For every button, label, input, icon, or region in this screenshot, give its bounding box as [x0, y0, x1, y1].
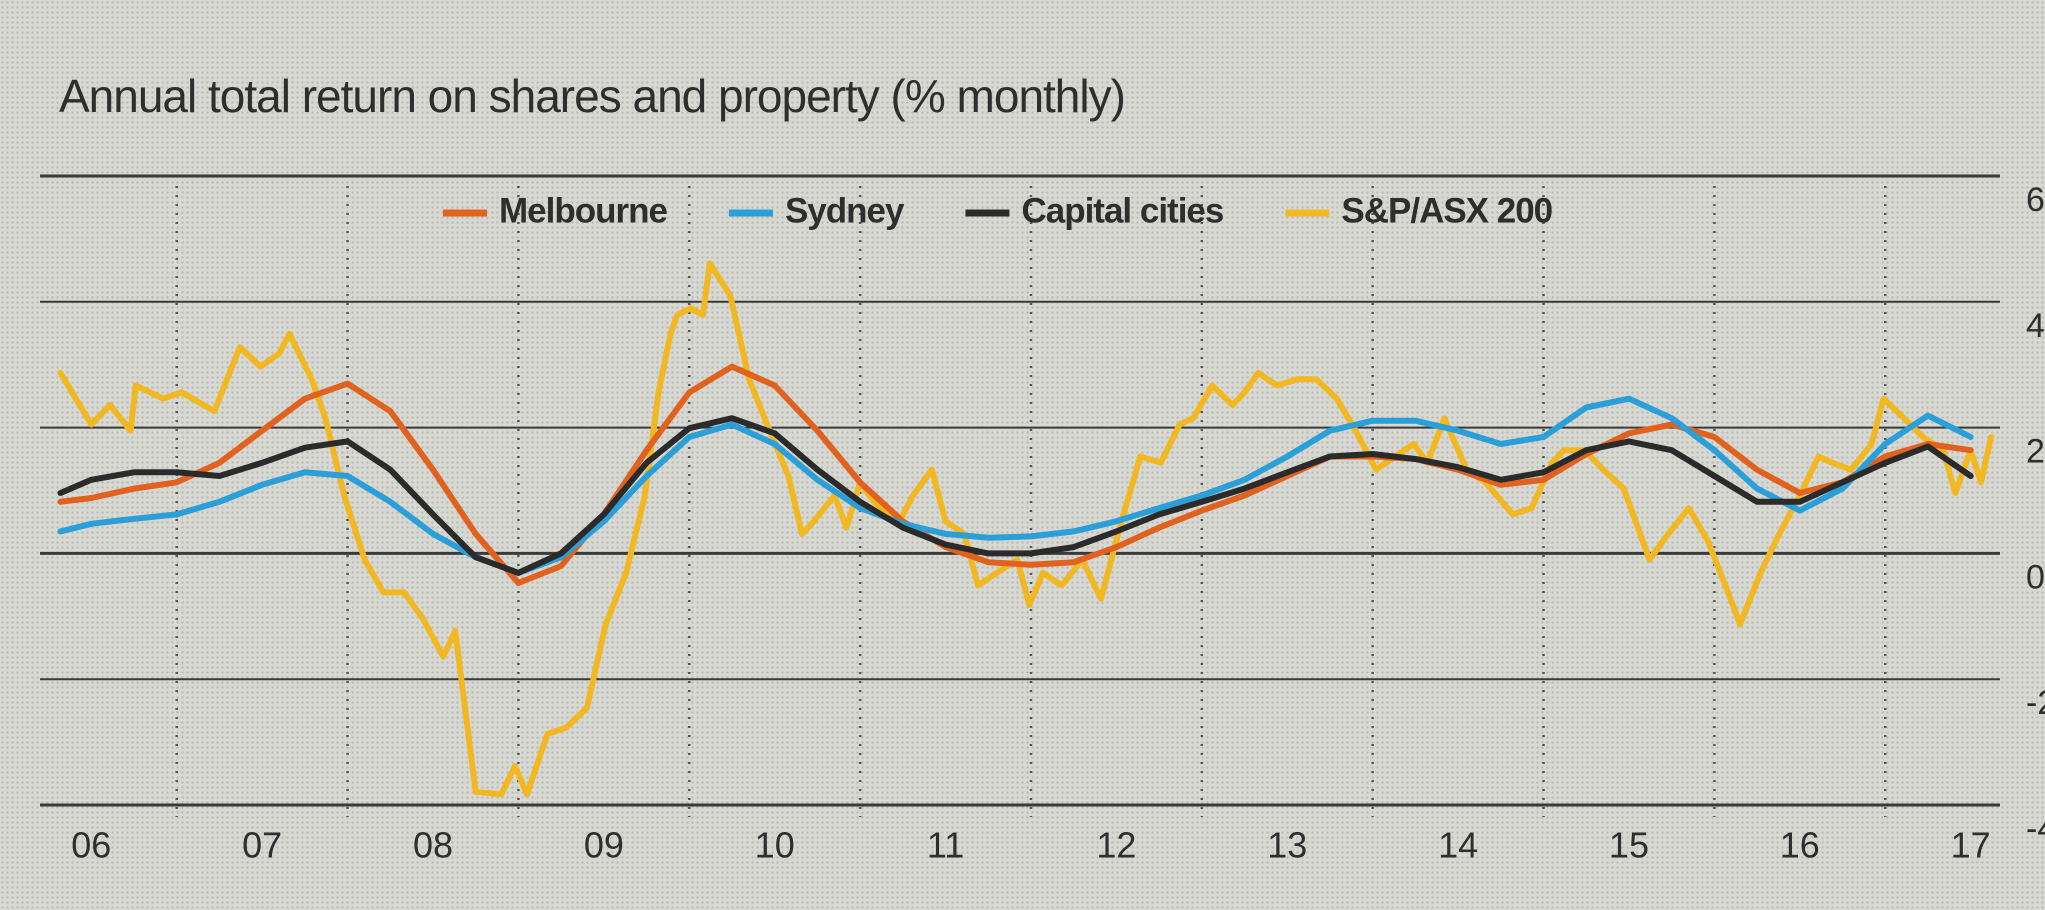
legend-label: Capital cities [1021, 191, 1223, 230]
y-tick-label: 20 [2026, 433, 2045, 471]
legend: Melbourne Sydney Capital cities S&P/ASX 200 [443, 191, 1554, 230]
data-line [57, 260, 1995, 798]
legend-label: S&P/ASX 200 [1341, 191, 1552, 230]
chart-title: Annual total return on shares and proper… [59, 70, 1125, 122]
x-tick-label: 07 [242, 825, 282, 866]
x-tick-label: 17 [1951, 825, 1991, 866]
y-tick-label: 40 [2026, 307, 2045, 345]
x-tick-label: 15 [1609, 825, 1649, 866]
y-tick-label: -40 [2026, 810, 2045, 848]
x-tick-label: 13 [1267, 825, 1307, 866]
legend-label: Sydney [785, 191, 905, 230]
y-tick-label: 0 [2026, 558, 2045, 596]
x-tick-label: 12 [1096, 825, 1136, 866]
legend-label: Melbourne [499, 191, 667, 230]
data-line [57, 415, 1974, 576]
x-tick-label: 10 [755, 825, 795, 866]
y-tick-label: -20 [2026, 684, 2045, 722]
x-tick-label: 16 [1780, 825, 1820, 866]
data-line [57, 395, 1974, 576]
x-tick-label: 08 [413, 825, 453, 866]
x-tick-label: 11 [927, 825, 964, 866]
data-line [57, 363, 1974, 586]
x-tick-label: 06 [71, 825, 111, 866]
x-tick-label: 14 [1438, 825, 1478, 866]
x-tick-label: 09 [584, 825, 624, 866]
y-tick-label: 60 [2026, 181, 2045, 219]
